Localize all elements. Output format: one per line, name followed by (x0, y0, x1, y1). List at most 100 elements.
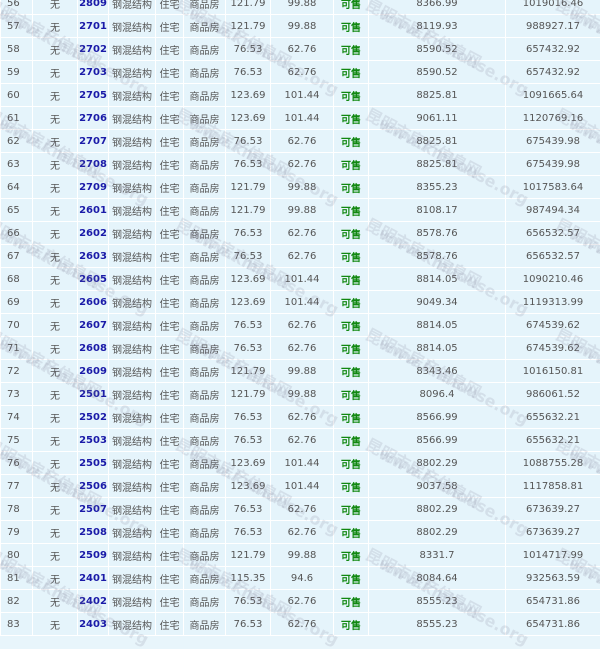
structure: 钢混结构 (109, 130, 156, 153)
inner-area: 62.76 (271, 38, 334, 61)
row-number: 65 (1, 199, 33, 222)
row-number: 78 (1, 498, 33, 521)
total-price: 675439.98 (506, 153, 600, 176)
inner-area: 62.76 (271, 314, 334, 337)
unit-price: 8825.81 (369, 130, 506, 153)
room-number[interactable]: 2702 (78, 38, 109, 61)
row-number: 77 (1, 475, 33, 498)
house-type: 商品房 (184, 360, 226, 383)
room-number[interactable]: 2402 (78, 590, 109, 613)
building-area: 123.69 (226, 452, 271, 475)
house-type: 商品房 (184, 245, 226, 268)
room-number[interactable]: 2403 (78, 613, 109, 636)
total-price: 655632.21 (506, 429, 600, 452)
usage: 住宅 (156, 268, 184, 291)
inner-area: 62.76 (271, 61, 334, 84)
sale-status: 可售 (334, 291, 369, 314)
room-number[interactable]: 2602 (78, 222, 109, 245)
usage: 住宅 (156, 590, 184, 613)
usage: 住宅 (156, 475, 184, 498)
inner-area: 101.44 (271, 452, 334, 475)
structure: 钢混结构 (109, 567, 156, 590)
row-number: 68 (1, 268, 33, 291)
row-number: 80 (1, 544, 33, 567)
room-number[interactable]: 2505 (78, 452, 109, 475)
room-number[interactable]: 2501 (78, 383, 109, 406)
room-number[interactable]: 2706 (78, 107, 109, 130)
room-number[interactable]: 2709 (78, 176, 109, 199)
house-type: 商品房 (184, 567, 226, 590)
unit-price: 8814.05 (369, 337, 506, 360)
room-number[interactable]: 2509 (78, 544, 109, 567)
room-number[interactable]: 2707 (78, 130, 109, 153)
room-number[interactable]: 2703 (78, 61, 109, 84)
unit-price: 8119.93 (369, 15, 506, 38)
room-number[interactable]: 2701 (78, 15, 109, 38)
room-number[interactable]: 2502 (78, 406, 109, 429)
floor-plan: 无 (33, 245, 78, 268)
floor-plan: 无 (33, 130, 78, 153)
structure: 钢混结构 (109, 590, 156, 613)
house-type: 商品房 (184, 130, 226, 153)
room-number[interactable]: 2508 (78, 521, 109, 544)
room-number[interactable]: 2606 (78, 291, 109, 314)
room-number[interactable]: 2503 (78, 429, 109, 452)
row-number: 64 (1, 176, 33, 199)
building-area: 76.53 (226, 406, 271, 429)
room-number[interactable]: 2608 (78, 337, 109, 360)
row-number: 63 (1, 153, 33, 176)
usage: 住宅 (156, 406, 184, 429)
sale-status: 可售 (334, 0, 369, 15)
room-number[interactable]: 2603 (78, 245, 109, 268)
room-number[interactable]: 2401 (78, 567, 109, 590)
sale-status: 可售 (334, 360, 369, 383)
floor-plan: 无 (33, 291, 78, 314)
room-number[interactable]: 2601 (78, 199, 109, 222)
usage: 住宅 (156, 314, 184, 337)
room-number[interactable]: 2507 (78, 498, 109, 521)
usage: 住宅 (156, 38, 184, 61)
inner-area: 101.44 (271, 475, 334, 498)
room-number[interactable]: 2506 (78, 475, 109, 498)
room-number[interactable]: 2708 (78, 153, 109, 176)
floor-plan: 无 (33, 360, 78, 383)
room-number[interactable]: 2809 (78, 0, 109, 15)
structure: 钢混结构 (109, 153, 156, 176)
floor-plan: 无 (33, 337, 78, 360)
room-number[interactable]: 2609 (78, 360, 109, 383)
inner-area: 99.88 (271, 544, 334, 567)
total-price: 675439.98 (506, 130, 600, 153)
unit-price: 8084.64 (369, 567, 506, 590)
sale-status: 可售 (334, 245, 369, 268)
total-price: 654731.86 (506, 590, 600, 613)
sale-status: 可售 (334, 452, 369, 475)
inner-area: 62.76 (271, 153, 334, 176)
sale-status: 可售 (334, 475, 369, 498)
sale-status: 可售 (334, 567, 369, 590)
floor-plan: 无 (33, 498, 78, 521)
room-number[interactable]: 2605 (78, 268, 109, 291)
building-area: 76.53 (226, 590, 271, 613)
structure: 钢混结构 (109, 314, 156, 337)
usage: 住宅 (156, 0, 184, 15)
row-number: 72 (1, 360, 33, 383)
house-type: 商品房 (184, 107, 226, 130)
usage: 住宅 (156, 176, 184, 199)
sale-status: 可售 (334, 176, 369, 199)
inner-area: 62.76 (271, 498, 334, 521)
usage: 住宅 (156, 452, 184, 475)
room-number[interactable]: 2705 (78, 84, 109, 107)
total-price: 657432.92 (506, 38, 600, 61)
room-number[interactable]: 2607 (78, 314, 109, 337)
unit-price: 8590.52 (369, 38, 506, 61)
